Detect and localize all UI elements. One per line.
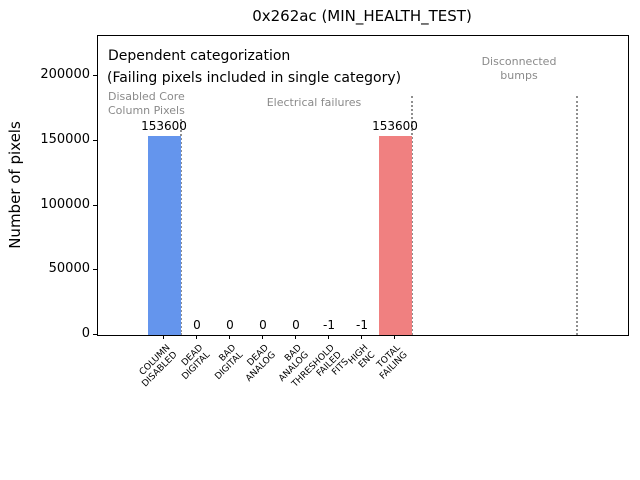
x-tick-mark [262,335,263,339]
bar-value-label: 0 [193,318,201,332]
y-tick-mark [93,204,97,206]
x-tick-label: BAD DIGITAL [213,343,246,383]
x-tick-label: DEAD ANALOG [244,343,279,384]
y-tick-label: 150000 [40,132,90,147]
annotation-region-electrical-failures: Electrical failures [266,96,362,109]
x-tick-mark [163,335,164,339]
bar-value-label: 0 [259,318,267,332]
annotation-region-disconnected-bumps: Disconnected bumps [481,55,557,82]
x-tick-mark [394,335,395,339]
x-tick-mark [196,335,197,339]
annotation-failing-pixels-note: (Failing pixels included in single categ… [107,70,402,86]
x-tick-mark [229,335,230,339]
bar-value-label: 153600 [141,119,187,134]
x-tick-mark [295,335,296,339]
plot-area: 153600 0 0 0 0 -1 -1 153600 Dependent categoriz… [97,35,629,336]
y-tick-mark [93,75,97,77]
region-separator-line [410,95,413,335]
y-tick-mark [93,140,97,141]
region-separator-line [575,95,578,335]
x-tick-label: DEAD DIGITAL [179,343,213,383]
x-tick-mark [328,335,329,339]
annotation-region-disabled-core-column: Disabled Core Column Pixels [108,90,185,117]
y-tick-label: 0 [81,326,90,341]
region-separator-line [179,119,182,335]
y-tick-label: 50000 [48,261,90,277]
chart-title: 0x262ac (MIN_HEALTH_TEST) [252,7,472,25]
bar-value-label: -1 [356,318,368,332]
y-tick-mark [93,269,97,271]
x-tick-label: TOTAL FAILING [375,343,411,382]
y-tick-label: 100000 [40,196,90,212]
x-tick-mark [361,335,362,339]
y-tick-mark [93,334,97,335]
bar [147,136,181,335]
x-tick-label: COLUMN DISABLED [137,343,180,390]
bar-value-label: 153600 [372,119,418,134]
bar-value-label: -1 [323,318,335,332]
bar-value-label: 0 [226,318,234,332]
y-tick-label: 200000 [40,67,90,83]
bar-value-label: 0 [292,318,300,332]
bar [378,136,412,335]
annotation-dependent-categorization: Dependent categorization [108,48,291,64]
